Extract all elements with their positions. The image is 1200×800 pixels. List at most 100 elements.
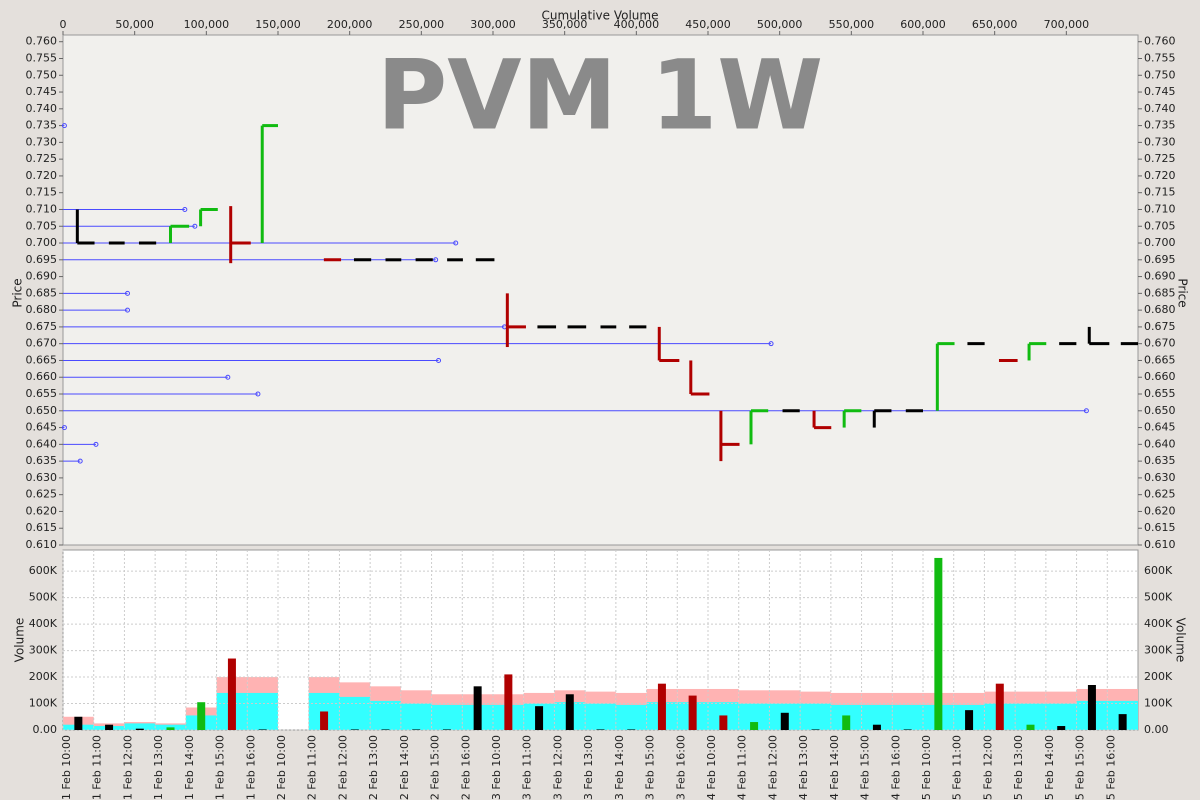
level-end [77, 458, 83, 464]
level-end [93, 441, 99, 447]
band-mid [370, 700, 401, 730]
y-axis-label: Price [11, 278, 25, 307]
level-end [61, 425, 67, 431]
bar [135, 728, 144, 730]
y-tick-label-right: 100K [1144, 697, 1173, 710]
bar [596, 729, 605, 730]
bar [627, 729, 636, 730]
bar [934, 557, 943, 730]
x-tick-label: 14 Feb 11:00 [736, 735, 749, 800]
band-mid [339, 696, 371, 730]
x-tick-label: 14 Feb 14:00 [828, 735, 841, 800]
x-tick-label: 14 Feb 16:00 [889, 735, 902, 800]
x-tick-label: 12 Feb 15:00 [429, 735, 442, 800]
volume-axis-label: Volume [13, 618, 27, 663]
y-tick-label: 0.685 [26, 286, 58, 299]
x-tick-label: 300,000 [470, 18, 516, 31]
x-tick-label: 650,000 [972, 18, 1018, 31]
bar [903, 729, 912, 730]
x-tick-label: 15 Feb 12:00 [981, 735, 994, 800]
y-tick-label-right: 600K [1144, 564, 1173, 577]
y-tick-label-right: 0.755 [1144, 51, 1176, 64]
y-tick-label-right: 0.670 [1144, 337, 1176, 350]
bar [412, 729, 421, 730]
x-tick-label: 14 Feb 12:00 [766, 735, 779, 800]
y-tick-label-right: 0.720 [1144, 169, 1176, 182]
x-tick-label: 13 Feb 11:00 [521, 735, 534, 800]
y-tick-label-right: 0.675 [1144, 320, 1176, 333]
bar [995, 683, 1004, 730]
bar [227, 658, 236, 730]
x-tick-label: 350,000 [542, 18, 588, 31]
y-tick-label-right: 0.750 [1144, 68, 1176, 81]
x-tick-label: 500,000 [757, 18, 803, 31]
y-tick-label: 0.700 [26, 236, 58, 249]
x-tick-label: 14 Feb 15:00 [859, 735, 872, 800]
bar [105, 724, 114, 730]
y-tick-label-right: 0.630 [1144, 471, 1176, 484]
y-tick-label-right: 0.700 [1144, 236, 1176, 249]
x-tick-label: 11 Feb 14:00 [183, 735, 196, 800]
x-tick-label: 11 Feb 16:00 [244, 735, 257, 800]
level-end [225, 374, 231, 380]
bar [350, 729, 359, 730]
band-mid [585, 703, 616, 730]
y-tick-label: 0.695 [26, 253, 58, 266]
x-tick-label: 11 Feb 12:00 [121, 735, 134, 800]
y-tick-label: 0.720 [26, 169, 58, 182]
x-tick-label: 13 Feb 15:00 [644, 735, 657, 800]
y-tick-label-right: 0.660 [1144, 370, 1176, 383]
bar [872, 724, 881, 730]
y-tick-label: 0.655 [26, 387, 58, 400]
x-tick-label: 11 Feb 11:00 [91, 735, 104, 800]
y-tick-label-right: 0.725 [1144, 152, 1176, 165]
price-panel [62, 34, 1139, 546]
y-tick-label-right: 0.745 [1144, 85, 1176, 98]
y-tick-label-right: 0.00 [1144, 723, 1169, 736]
y-tick-label: 0.730 [26, 135, 58, 148]
level-end [433, 257, 439, 263]
y-tick-label-right: 0.730 [1144, 135, 1176, 148]
y-axis-label-right: Price [1176, 278, 1190, 307]
x-tick-label: 250,000 [399, 18, 445, 31]
x-tick-label: 550,000 [829, 18, 875, 31]
x-tick-label: 12 Feb 12:00 [336, 735, 349, 800]
y-tick-label-right: 0.690 [1144, 270, 1176, 283]
bar [688, 695, 697, 730]
y-tick-label: 0.710 [26, 202, 58, 215]
y-tick-label: 300K [29, 644, 58, 657]
y-tick-label-right: 0.705 [1144, 219, 1176, 232]
y-tick-label: 0.665 [26, 353, 58, 366]
y-tick-label: 0.690 [26, 270, 58, 283]
band-mid [247, 692, 278, 730]
bar [258, 729, 267, 730]
y-tick-label: 0.755 [26, 51, 58, 64]
x-tick-label: 400,000 [614, 18, 660, 31]
y-tick-label-right: 0.650 [1144, 404, 1176, 417]
y-tick-label-right: 0.685 [1144, 286, 1176, 299]
bar [1057, 726, 1066, 730]
y-tick-label: 500K [29, 591, 58, 604]
y-tick-label-right: 0.715 [1144, 186, 1176, 199]
bar [1087, 685, 1096, 730]
x-tick-label: 12 Feb 10:00 [275, 735, 288, 800]
bar [442, 729, 451, 730]
y-tick-label-right: 0.645 [1144, 421, 1176, 434]
bar [473, 686, 482, 730]
x-tick-label: 600,000 [900, 18, 946, 31]
x-tick-label: 13 Feb 12:00 [551, 735, 564, 800]
bar [750, 722, 759, 730]
bar [719, 715, 728, 730]
level-end [192, 223, 198, 229]
y-tick-label-right: 0.695 [1144, 253, 1176, 266]
volume-axis-label-right: Volume [1174, 618, 1188, 663]
y-tick-label-right: 0.640 [1144, 437, 1176, 450]
band-mid [124, 723, 156, 730]
y-tick-label-right: 0.680 [1144, 303, 1176, 316]
y-tick-label: 0.620 [26, 504, 58, 517]
y-tick-label: 0.645 [26, 421, 58, 434]
y-tick-label: 0.640 [26, 437, 58, 450]
band-mid [155, 724, 186, 730]
